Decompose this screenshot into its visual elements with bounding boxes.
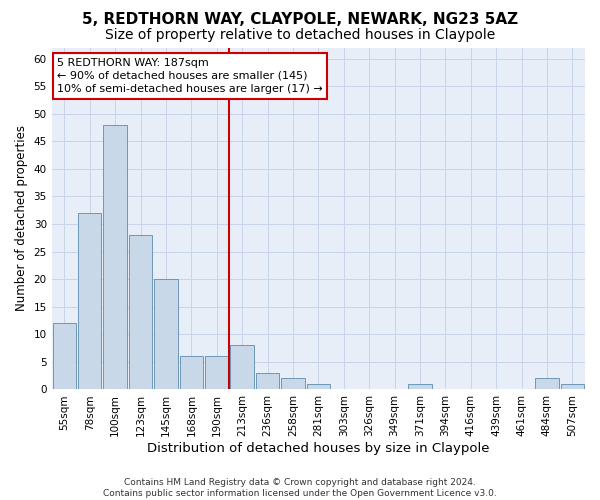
Text: Size of property relative to detached houses in Claypole: Size of property relative to detached ho…	[105, 28, 495, 42]
Text: 5 REDTHORN WAY: 187sqm
← 90% of detached houses are smaller (145)
10% of semi-de: 5 REDTHORN WAY: 187sqm ← 90% of detached…	[57, 58, 323, 94]
Bar	[129, 235, 152, 390]
Bar	[408, 384, 431, 390]
Bar	[103, 124, 127, 390]
Bar	[205, 356, 229, 390]
Bar	[230, 346, 254, 390]
Bar	[53, 324, 76, 390]
Text: 5, REDTHORN WAY, CLAYPOLE, NEWARK, NG23 5AZ: 5, REDTHORN WAY, CLAYPOLE, NEWARK, NG23 …	[82, 12, 518, 28]
Text: Contains HM Land Registry data © Crown copyright and database right 2024.
Contai: Contains HM Land Registry data © Crown c…	[103, 478, 497, 498]
Bar	[281, 378, 305, 390]
Bar	[560, 384, 584, 390]
Bar	[154, 279, 178, 390]
Bar	[256, 373, 279, 390]
X-axis label: Distribution of detached houses by size in Claypole: Distribution of detached houses by size …	[147, 442, 490, 455]
Y-axis label: Number of detached properties: Number of detached properties	[15, 126, 28, 312]
Bar	[535, 378, 559, 390]
Bar	[78, 213, 101, 390]
Bar	[179, 356, 203, 390]
Bar	[307, 384, 330, 390]
